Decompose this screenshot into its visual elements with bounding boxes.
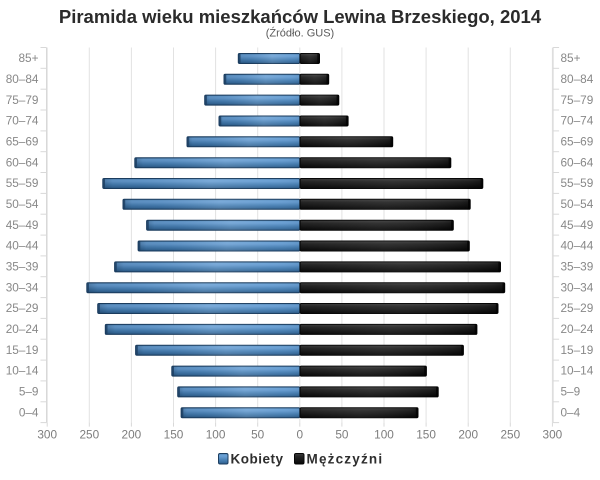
svg-text:65–69: 65–69: [561, 135, 594, 149]
svg-text:70–74: 70–74: [561, 114, 594, 128]
svg-text:45–49: 45–49: [6, 218, 39, 232]
svg-text:15–19: 15–19: [561, 343, 594, 357]
svg-text:85+: 85+: [561, 51, 581, 65]
svg-text:80–84: 80–84: [6, 72, 39, 86]
svg-text:60–64: 60–64: [6, 155, 39, 169]
svg-text:40–44: 40–44: [561, 239, 594, 253]
svg-text:5–9: 5–9: [561, 385, 581, 399]
svg-text:55–59: 55–59: [561, 176, 594, 190]
svg-text:30–34: 30–34: [6, 280, 39, 294]
svg-text:5–9: 5–9: [19, 385, 39, 399]
svg-text:50: 50: [335, 428, 349, 442]
svg-text:300: 300: [37, 428, 57, 442]
svg-text:0–4: 0–4: [561, 405, 581, 419]
svg-text:250: 250: [500, 428, 520, 442]
svg-text:(Źródło. GUS): (Źródło. GUS): [266, 26, 334, 39]
svg-text:25–29: 25–29: [6, 301, 39, 315]
svg-text:75–79: 75–79: [561, 93, 594, 107]
svg-text:150: 150: [416, 428, 436, 442]
svg-text:65–69: 65–69: [6, 135, 39, 149]
svg-text:150: 150: [164, 428, 184, 442]
svg-text:60–64: 60–64: [561, 155, 594, 169]
svg-text:75–79: 75–79: [6, 93, 39, 107]
svg-text:Mężczyźni: Mężczyźni: [307, 452, 384, 467]
svg-text:200: 200: [122, 428, 142, 442]
svg-text:45–49: 45–49: [561, 218, 594, 232]
svg-text:0–4: 0–4: [19, 405, 39, 419]
svg-text:Piramida wieku mieszkańców Lew: Piramida wieku mieszkańców Lewina Brzesk…: [59, 6, 542, 27]
svg-text:0: 0: [297, 428, 304, 442]
svg-text:100: 100: [206, 428, 226, 442]
svg-text:300: 300: [543, 428, 563, 442]
svg-text:80–84: 80–84: [561, 72, 594, 86]
svg-text:70–74: 70–74: [6, 114, 39, 128]
svg-text:30–34: 30–34: [561, 280, 594, 294]
svg-text:55–59: 55–59: [6, 176, 39, 190]
svg-text:15–19: 15–19: [6, 343, 39, 357]
svg-text:Kobiety: Kobiety: [231, 452, 284, 467]
svg-text:250: 250: [79, 428, 99, 442]
svg-text:50: 50: [251, 428, 265, 442]
svg-text:40–44: 40–44: [6, 239, 39, 253]
svg-text:200: 200: [458, 428, 478, 442]
svg-text:50–54: 50–54: [6, 197, 39, 211]
svg-text:100: 100: [374, 428, 394, 442]
svg-text:10–14: 10–14: [561, 364, 594, 378]
svg-text:35–39: 35–39: [6, 260, 39, 274]
svg-text:35–39: 35–39: [561, 260, 594, 274]
svg-text:85+: 85+: [18, 51, 38, 65]
svg-text:10–14: 10–14: [6, 364, 39, 378]
svg-text:50–54: 50–54: [561, 197, 594, 211]
svg-text:25–29: 25–29: [561, 301, 594, 315]
svg-text:20–24: 20–24: [561, 322, 594, 336]
svg-text:20–24: 20–24: [6, 322, 39, 336]
